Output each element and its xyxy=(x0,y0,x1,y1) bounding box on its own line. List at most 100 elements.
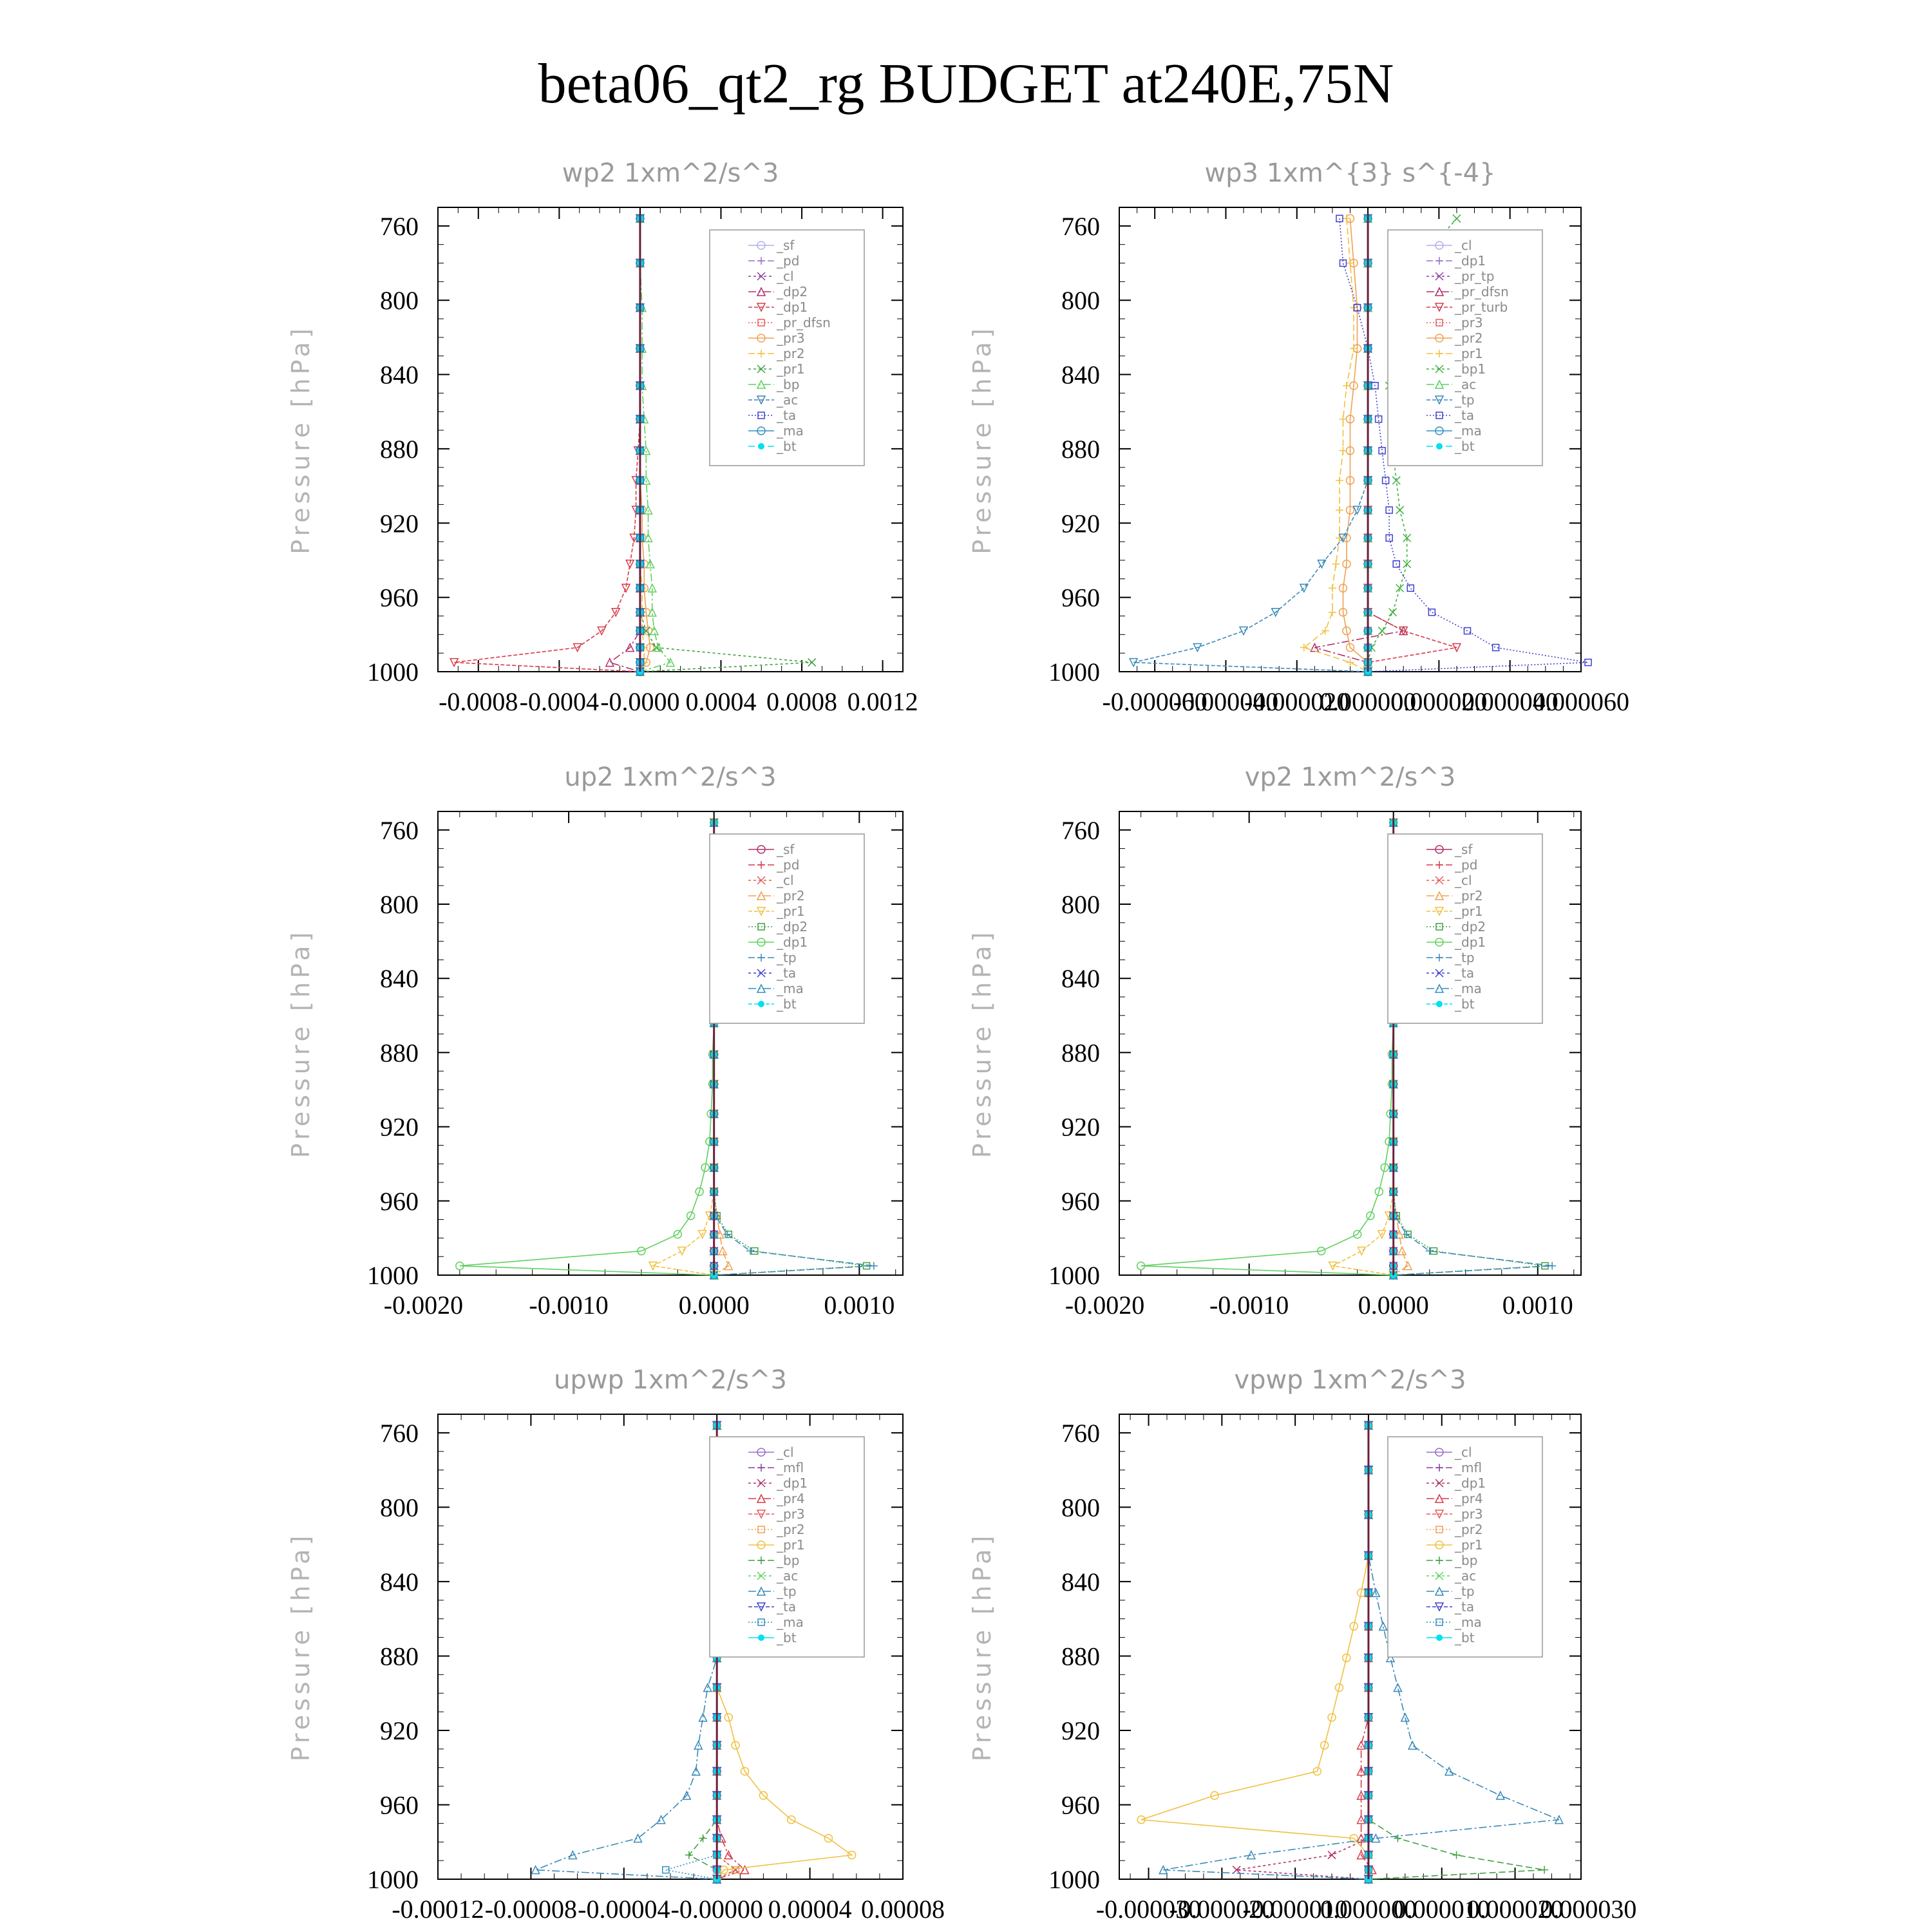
data-point xyxy=(1335,476,1343,484)
legend-marker xyxy=(1435,923,1443,931)
data-point xyxy=(1338,607,1348,617)
legend-label: _ma xyxy=(1454,981,1482,996)
data-point xyxy=(1342,626,1351,636)
series-line xyxy=(639,218,672,672)
legend-box xyxy=(709,833,865,1024)
legend-marker xyxy=(1435,954,1443,961)
series-tp xyxy=(1128,214,1373,677)
legend-label: _pr3 xyxy=(776,330,805,346)
legend-marker xyxy=(1434,287,1444,296)
legend: _sf_pd_cl_pr2_pr1_dp2_dp1_tp_ta_ma_bt xyxy=(709,833,865,1024)
panel-title: wp3 1xm^{3} s^{-4} xyxy=(1204,158,1495,188)
legend-marker xyxy=(1436,443,1443,450)
legend-label: _bt xyxy=(1454,996,1475,1012)
legend-label: _pr_turb xyxy=(1454,299,1508,315)
series-pr1 xyxy=(648,818,719,1280)
legend-label: _pr3 xyxy=(776,1506,805,1522)
series-line xyxy=(651,822,715,1276)
legend-label: _pr1 xyxy=(1454,346,1483,361)
legend-label: _pd xyxy=(1454,857,1477,873)
data-point xyxy=(1342,559,1351,569)
legend-label: _bt xyxy=(1454,439,1475,454)
legend-label: _ma xyxy=(776,1615,804,1630)
data-point xyxy=(1271,607,1280,618)
data-point xyxy=(697,1229,707,1240)
data-point xyxy=(649,625,659,636)
data-point xyxy=(1356,1790,1366,1800)
data-point xyxy=(647,583,657,592)
legend-marker xyxy=(1435,1526,1443,1533)
legend-label: _bt xyxy=(1454,1630,1475,1645)
data-point xyxy=(746,1247,755,1255)
legend-box xyxy=(1387,1436,1543,1658)
data-point xyxy=(1338,533,1348,544)
data-point xyxy=(449,658,459,668)
legend-label: _pd xyxy=(776,253,799,269)
data-point xyxy=(1338,583,1348,592)
legend-marker xyxy=(1434,1510,1444,1519)
data-point xyxy=(1392,476,1401,485)
legend-marker xyxy=(756,1493,766,1503)
x-tick-label: -0.000030 xyxy=(1096,1895,1201,1924)
y-tick-label: 1000 xyxy=(1048,658,1100,687)
data-point xyxy=(1380,1163,1390,1172)
x-tick-label: -0.0020 xyxy=(384,1291,463,1320)
data-point xyxy=(685,1851,693,1859)
data-point xyxy=(1346,259,1354,267)
x-tick-label: 0.0000 xyxy=(1358,1291,1429,1320)
x-tick-label: -0.0000 xyxy=(600,687,679,716)
legend-label: _pr2 xyxy=(1454,1522,1483,1537)
legend-marker xyxy=(1435,412,1443,419)
series-line xyxy=(639,218,812,672)
legend-marker xyxy=(1435,876,1444,885)
plot-frame xyxy=(437,207,904,672)
x-tick-label: -0.00008 xyxy=(485,1895,577,1924)
y-axis-label: Pressure [hPa] xyxy=(968,1532,996,1762)
data-point xyxy=(1396,583,1405,592)
legend-label: _tp xyxy=(776,1584,797,1599)
series-line xyxy=(459,822,715,1276)
data-point xyxy=(1397,1245,1407,1256)
y-tick-label: 920 xyxy=(1061,1716,1100,1745)
data-point xyxy=(1357,1246,1367,1256)
data-point xyxy=(662,1866,670,1874)
data-point xyxy=(703,1682,712,1692)
legend-marker xyxy=(1436,1634,1443,1641)
legend-label: _tp xyxy=(1454,950,1475,965)
legend-marker xyxy=(757,241,766,250)
data-point xyxy=(1428,608,1436,616)
legend-label: _bt xyxy=(776,1630,797,1645)
y-tick-label: 960 xyxy=(380,1790,419,1819)
legend-marker xyxy=(1435,938,1444,947)
data-point xyxy=(665,657,676,667)
y-tick-label: 880 xyxy=(380,1038,419,1067)
y-tick-label: 920 xyxy=(1061,509,1100,538)
data-point xyxy=(1495,1790,1506,1800)
data-point xyxy=(1137,1815,1146,1824)
data-point xyxy=(786,1815,796,1824)
data-point xyxy=(1492,643,1500,652)
x-tick-label: 0.00004 xyxy=(768,1895,852,1924)
legend-marker xyxy=(757,426,766,435)
x-tick-label: -0.0010 xyxy=(529,1291,608,1320)
legend-label: _pr4 xyxy=(1454,1491,1483,1506)
legend-label: _dp2 xyxy=(776,284,808,299)
legend-label: _ac xyxy=(1454,377,1476,392)
data-point xyxy=(1300,643,1308,652)
legend-label: _dp2 xyxy=(1454,919,1486,934)
legend-marker xyxy=(1435,1448,1444,1457)
legend-marker xyxy=(1435,365,1444,374)
x-tick-label: 0.000000 xyxy=(1320,1895,1417,1924)
panel-title: wp2 1xm^2/s^3 xyxy=(562,158,779,188)
data-point xyxy=(1385,534,1393,542)
data-point xyxy=(1353,303,1361,312)
data-point xyxy=(573,643,582,653)
data-point xyxy=(1159,1864,1168,1875)
legend-label: _tp xyxy=(1454,392,1475,408)
legend-label: _pr2 xyxy=(776,1522,805,1537)
data-point xyxy=(656,1814,666,1824)
legend-marker xyxy=(1435,272,1444,281)
y-tick-label: 960 xyxy=(380,583,419,612)
data-point xyxy=(1328,1261,1338,1271)
data-point xyxy=(701,1163,710,1172)
